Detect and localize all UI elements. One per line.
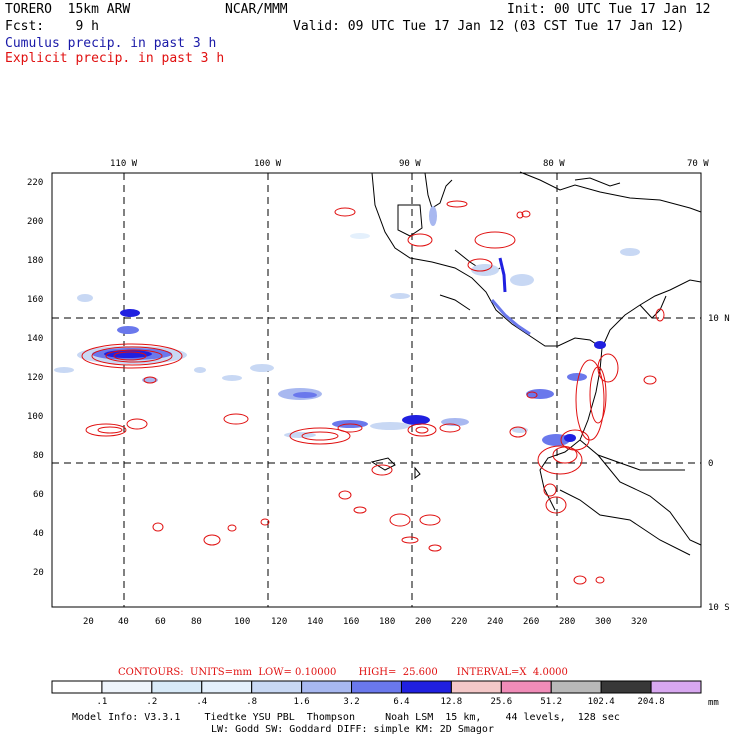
y-tick-label: 140: [27, 334, 43, 344]
x-tick-label: 80: [191, 617, 202, 627]
x-axis: 20 40 60 80 100 120 140 160 180 200 220 …: [83, 617, 647, 627]
lat-label: 10 N: [708, 314, 730, 324]
lon-label: 90 W: [399, 159, 421, 169]
explicit-precip: [81, 200, 665, 585]
y-tick-label: 160: [27, 295, 43, 305]
x-tick-label: 220: [451, 617, 467, 627]
colorbar-label: 12.8: [441, 697, 463, 707]
map-frame: [51, 172, 702, 608]
colorbar-label: 3.2: [343, 697, 359, 707]
colorbar-swatch: [151, 680, 203, 694]
x-tick-label: 100: [234, 617, 250, 627]
colorbar-swatch: [550, 680, 602, 694]
cumulus-precip: [54, 206, 640, 446]
lat-label: 10 S: [708, 603, 730, 613]
colorbar-swatch: [650, 680, 702, 694]
x-tick-label: 200: [415, 617, 431, 627]
colorbar-labels: .1 .2 .4 .8 1.6 3.2 6.4 12.8 25.6 51.2 102.4 204.8: [97, 697, 665, 707]
explicit-legend: Explicit precip. in past 3 h: [5, 51, 225, 66]
lat-lon-grid: [52, 173, 701, 607]
x-tick-label: 20: [83, 617, 94, 627]
valid-time: Valid: 09 UTC Tue 17 Jan 12 (03 CST Tue …: [293, 19, 685, 34]
y-tick-label: 40: [33, 529, 44, 539]
colorbar-swatch: [600, 680, 652, 694]
colorbar-swatch: [251, 680, 303, 694]
x-tick-label: 280: [559, 617, 575, 627]
lon-label: 80 W: [543, 159, 565, 169]
x-tick-label: 320: [631, 617, 647, 627]
colorbar-unit: mm: [708, 698, 719, 708]
colorbar-swatch: [201, 680, 253, 694]
y-axis: 220 200 180 160 140 120 100 80 60 40 20: [27, 178, 44, 578]
colorbar-swatch: [400, 680, 452, 694]
x-tick-label: 140: [307, 617, 323, 627]
colorbar: [51, 680, 702, 694]
colorbar-label: 6.4: [393, 697, 409, 707]
x-tick-label: 240: [487, 617, 503, 627]
y-tick-label: 200: [27, 217, 43, 227]
lat-labels: 10 N 0 10 S: [708, 314, 730, 613]
lon-label: 110 W: [110, 159, 138, 169]
colorbar-swatch: [101, 680, 153, 694]
colorbar-label: .1: [97, 697, 108, 707]
model-physics: LW: Godd SW: Goddard DIFF: simple KM: 2D…: [211, 724, 494, 735]
lon-labels: 110 W 100 W 90 W 80 W 70 W: [110, 159, 709, 169]
x-tick-label: 60: [155, 617, 166, 627]
y-tick-label: 220: [27, 178, 43, 188]
x-tick-label: 160: [343, 617, 359, 627]
x-tick-label: 260: [523, 617, 539, 627]
org-name: NCAR/MMM: [225, 2, 288, 17]
cumulus-legend: Cumulus precip. in past 3 h: [5, 36, 217, 51]
x-tick-label: 40: [118, 617, 129, 627]
colorbar-swatch: [450, 680, 502, 694]
forecast-hour: Fcst: 9 h: [5, 19, 99, 34]
x-tick-label: 300: [595, 617, 611, 627]
contours-info: CONTOURS: UNITS=mm LOW= 0.10000 HIGH= 25…: [118, 667, 568, 678]
init-time: Init: 00 UTC Tue 17 Jan 12: [507, 2, 711, 17]
colorbar-swatch: [301, 680, 353, 694]
colorbar-label: 25.6: [490, 697, 512, 707]
colorbar-swatch: [351, 680, 402, 694]
y-tick-label: 120: [27, 373, 43, 383]
colorbar-label: .4: [196, 697, 207, 707]
colorbar-swatch: [500, 680, 552, 694]
y-tick-label: 20: [33, 568, 44, 578]
model-info: Model Info: V3.3.1 Tiedtke YSU PBL Thomp…: [72, 712, 620, 723]
colorbar-label: 1.6: [293, 697, 309, 707]
x-tick-label: 180: [379, 617, 395, 627]
y-tick-label: 60: [33, 490, 44, 500]
colorbar-label: .8: [246, 697, 257, 707]
x-tick-label: 120: [271, 617, 287, 627]
coastlines: [370, 171, 702, 556]
model-title: TORERO 15km ARW: [5, 2, 131, 17]
y-tick-label: 100: [27, 412, 43, 422]
colorbar-swatch: [51, 680, 103, 694]
colorbar-label: 204.8: [638, 697, 665, 707]
lon-label: 100 W: [254, 159, 282, 169]
colorbar-label: 102.4: [588, 697, 615, 707]
lon-label: 70 W: [687, 159, 709, 169]
lat-label: 0: [708, 459, 713, 469]
y-tick-label: 80: [33, 451, 44, 461]
colorbar-label: 51.2: [540, 697, 562, 707]
y-tick-label: 180: [27, 256, 43, 266]
colorbar-label: .2: [146, 697, 157, 707]
